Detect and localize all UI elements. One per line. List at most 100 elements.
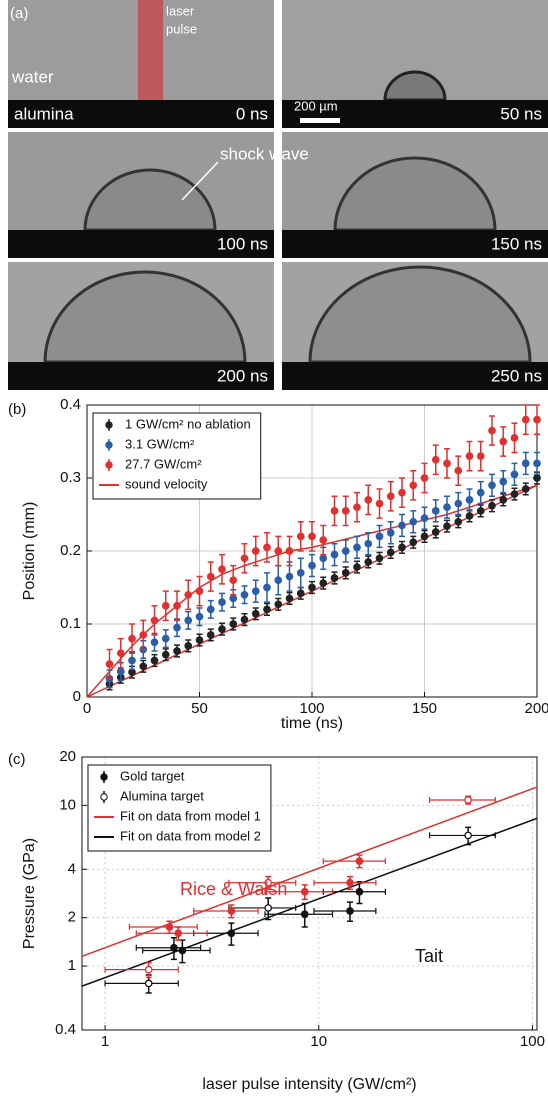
point (161, 601, 170, 610)
x-tick-label: 200 (524, 700, 548, 717)
x-error-bar (264, 888, 334, 895)
point (178, 946, 187, 955)
time-label: 200 ns (217, 366, 268, 385)
substrate (8, 230, 274, 258)
point (116, 667, 125, 676)
point (464, 796, 472, 804)
point (454, 499, 463, 508)
annotation: Tait (415, 946, 443, 966)
point (364, 496, 373, 504)
point (476, 488, 485, 497)
point (510, 470, 519, 479)
point (375, 499, 384, 508)
point (464, 831, 472, 840)
legend-box (92, 412, 262, 500)
panel-a: (a) laser pulse water alumina 200 µm sho… (8, 0, 548, 390)
point (308, 561, 316, 570)
point (139, 662, 148, 671)
point (218, 565, 226, 574)
point (443, 459, 451, 468)
point (431, 528, 440, 536)
panel-label: (c) (8, 751, 26, 768)
point (308, 583, 316, 592)
point (195, 636, 204, 644)
point (173, 601, 181, 610)
point (150, 638, 159, 647)
chart: (b) 0 50 100 150 200 0 0.1 0.2 0.3 0.4 time (ns) Pos… (8, 396, 548, 732)
panel-label: (a) (10, 5, 28, 22)
point (420, 514, 429, 523)
point (161, 650, 170, 659)
x-error-bar (228, 879, 297, 886)
point (409, 538, 418, 547)
point (174, 929, 183, 938)
point (184, 642, 193, 650)
shock-front (43, 270, 247, 364)
x-tick-label: 0 (83, 700, 91, 717)
point (227, 907, 236, 915)
point (521, 459, 530, 468)
point (386, 528, 395, 537)
point (341, 569, 350, 577)
point (274, 547, 283, 555)
point (346, 878, 354, 887)
point (443, 503, 451, 512)
point (364, 539, 373, 548)
point (144, 965, 153, 974)
point (510, 433, 519, 442)
point (251, 609, 260, 618)
point (409, 481, 418, 490)
scale-bar (300, 118, 340, 123)
line (81, 817, 538, 987)
time-label: 150 ns (491, 234, 542, 253)
point (296, 589, 305, 598)
label: pulse (166, 21, 197, 36)
line (81, 786, 538, 958)
legend-label: 1 GW/cm² no ablation (125, 416, 251, 431)
y-axis-label: Position (mm) (21, 502, 38, 601)
point (375, 554, 384, 563)
point (227, 929, 236, 938)
plot-frame (81, 756, 538, 1031)
legend-label: sound velocity (125, 476, 208, 491)
chart: (c) 1 10 100 0.4 1 2 4 10 20 laser pulse intensity… (8, 748, 545, 1093)
y-tick-label: 20 (59, 748, 76, 765)
x-tick-label: 150 (412, 700, 437, 717)
point (195, 612, 204, 621)
shock-front (308, 265, 532, 364)
point (420, 474, 429, 482)
x-error-bar (428, 832, 496, 839)
point (285, 572, 294, 581)
point (296, 569, 305, 577)
point (465, 452, 474, 460)
y-tick-label: 10 (59, 796, 76, 813)
point (476, 506, 485, 515)
substrate (8, 100, 274, 128)
point (264, 904, 273, 912)
point (499, 496, 508, 504)
point (533, 474, 541, 482)
shock-front (83, 168, 217, 232)
point (364, 558, 373, 566)
point (346, 907, 354, 915)
point (128, 634, 136, 643)
y-tick-label: 0.4 (60, 396, 81, 413)
x-error-bar (142, 947, 211, 954)
point (139, 631, 148, 639)
point (355, 857, 364, 865)
legend-marker (105, 461, 113, 469)
x-error-bar (193, 908, 259, 915)
point (206, 572, 215, 581)
point (296, 532, 305, 541)
point (116, 649, 125, 658)
point (150, 616, 159, 625)
x-error-bar (228, 904, 297, 911)
point (308, 532, 316, 541)
x-error-bar (322, 858, 386, 865)
x-error-bar (313, 879, 377, 886)
y-tick-label: 2 (68, 909, 76, 926)
point (285, 594, 294, 603)
point (510, 490, 519, 498)
legend-box (87, 764, 272, 852)
